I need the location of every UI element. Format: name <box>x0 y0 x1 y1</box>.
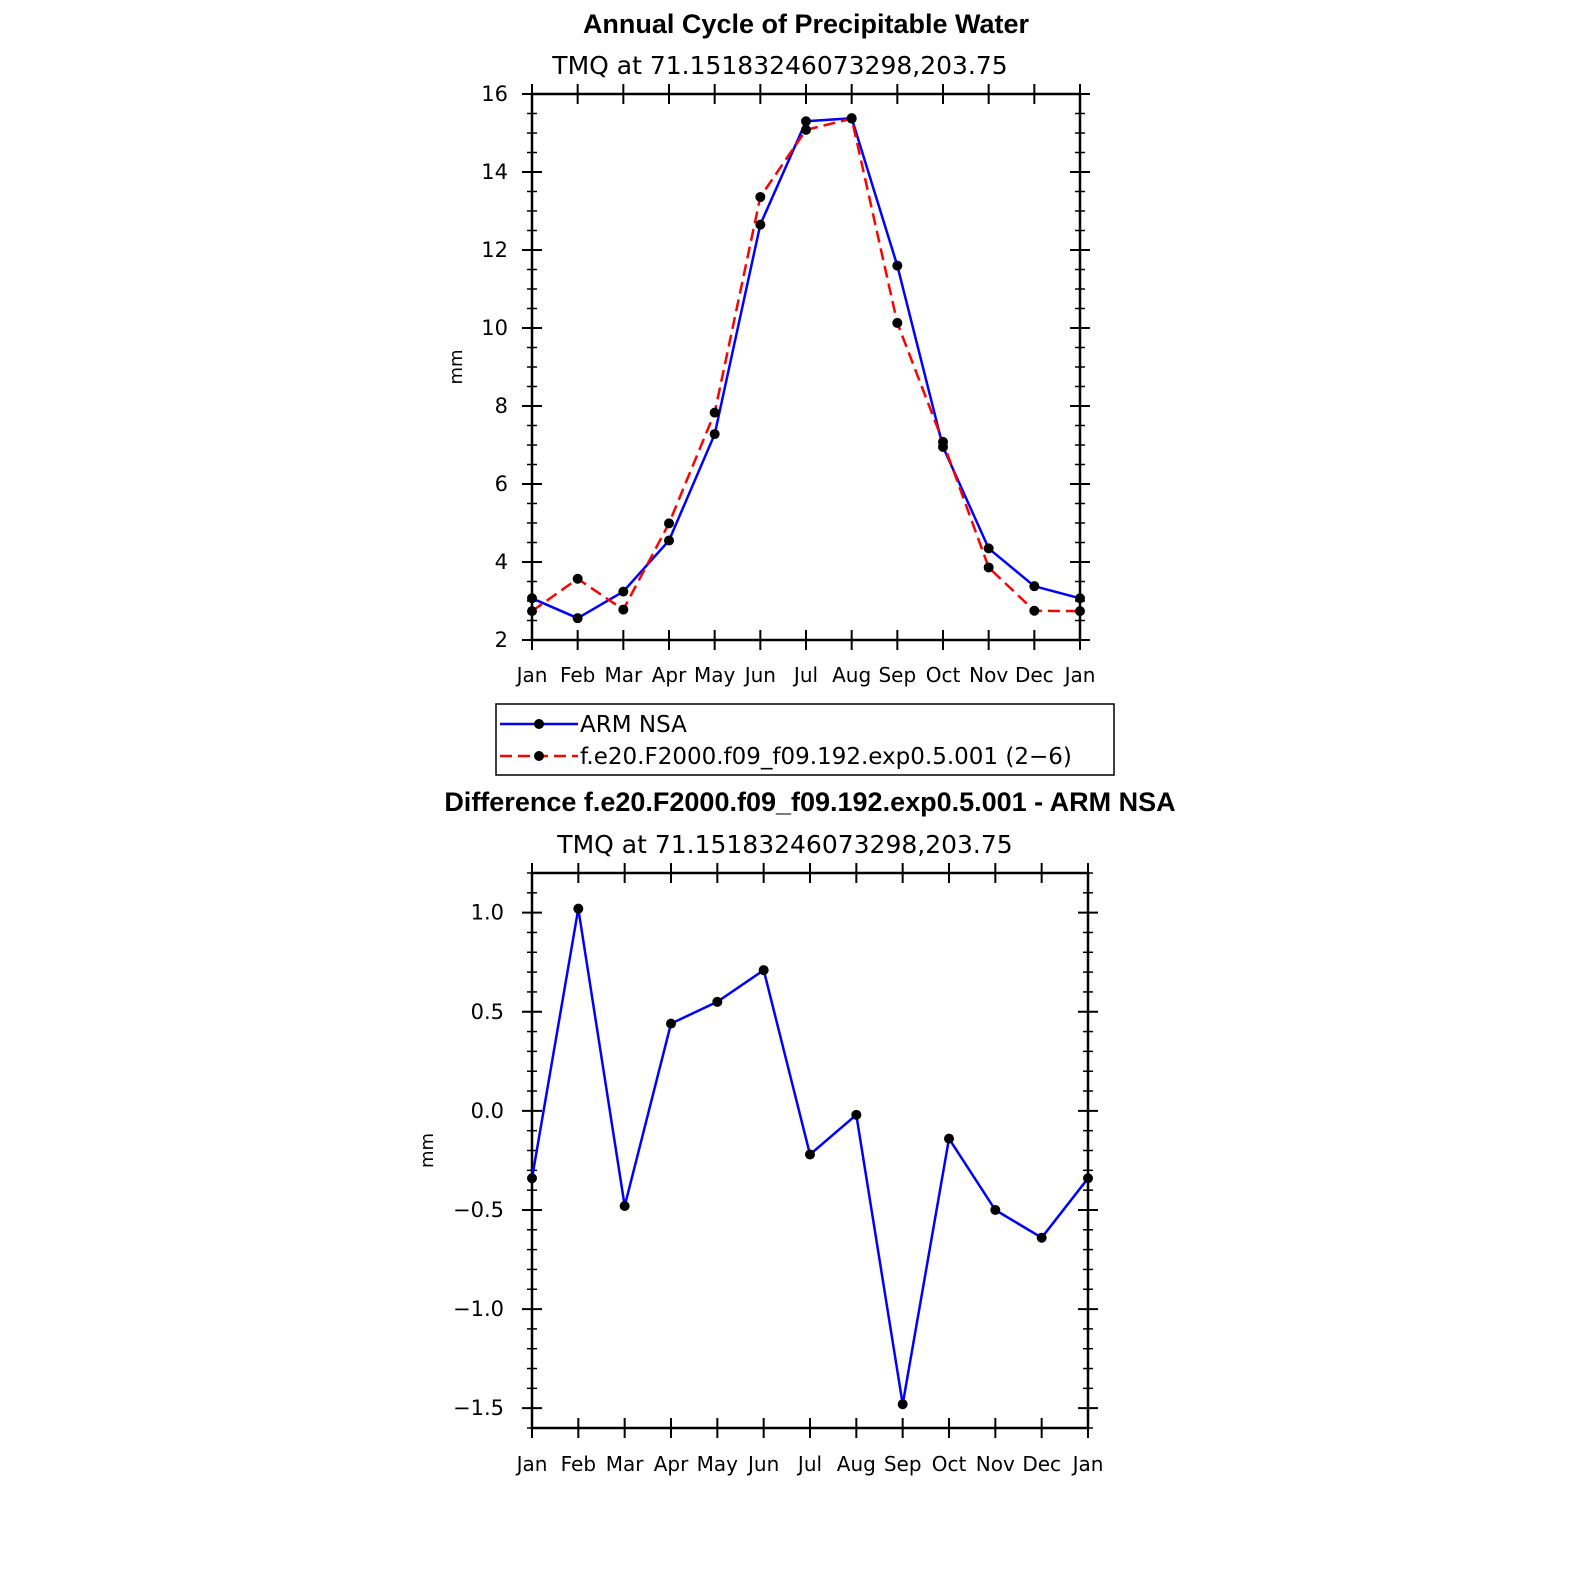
series-1-point <box>573 903 584 914</box>
series-1-point <box>712 996 723 1007</box>
x-tick-label-nov: Nov <box>969 663 1008 687</box>
x-tick-label-aug: Aug <box>832 663 871 687</box>
y-tick-label: 12 <box>481 238 508 262</box>
x-tick-label-apr: Apr <box>654 1452 689 1476</box>
series-1-point <box>990 1204 1001 1215</box>
x-tick-label-mar: Mar <box>604 663 643 687</box>
x-tick-label-feb: Feb <box>561 1452 596 1476</box>
y-tick-label: −0.5 <box>453 1198 504 1222</box>
chart-subtitle: TMQ at 71.15183246073298,203.75 <box>556 830 1012 859</box>
series-2-point <box>755 191 766 202</box>
series-1-point <box>892 260 903 271</box>
x-tick-label-mar: Mar <box>606 1452 645 1476</box>
x-tick-label-may: May <box>694 663 736 687</box>
series-1-point <box>801 116 811 127</box>
series-2-point <box>892 317 903 328</box>
y-tick-label: 6 <box>495 472 508 496</box>
y-tick-label: −1.0 <box>453 1297 504 1321</box>
series-1-point <box>709 429 720 440</box>
x-tick-label-apr: Apr <box>652 663 687 687</box>
y-axis-title: mm <box>446 349 467 384</box>
series-1-point <box>1083 1173 1093 1184</box>
series-2-point <box>527 606 537 617</box>
chart-title: Difference f.e20.F2000.f09_f09.192.exp0.… <box>444 787 1175 817</box>
legend-box <box>495 703 1115 776</box>
x-tick-label-sep: Sep <box>878 663 916 687</box>
series-1-point <box>619 1201 630 1211</box>
x-tick-label-dec: Dec <box>1015 663 1054 687</box>
y-tick-label: 4 <box>495 550 508 574</box>
x-tick-label-oct: Oct <box>932 1452 967 1476</box>
x-tick-label-aug: Aug <box>837 1452 876 1476</box>
x-tick-label-feb: Feb <box>560 663 595 687</box>
series-1-point <box>944 1133 954 1144</box>
x-tick-label-sep: Sep <box>884 1452 922 1476</box>
series-1-point <box>897 1399 908 1410</box>
x-tick-label-jan: Jan <box>1063 663 1096 687</box>
x-tick-label-jun: Jun <box>743 663 776 687</box>
y-tick-label: 10 <box>481 316 508 340</box>
chart-panel-1: Annual Cycle of Precipitable Water TMQ at… <box>446 9 1115 776</box>
y-tick-label: 0.5 <box>471 1000 504 1024</box>
series-2-point <box>709 407 720 418</box>
series-1-point <box>851 1109 862 1120</box>
series-1-point <box>805 1149 815 1160</box>
y-tick-label: 2 <box>495 628 508 652</box>
series-1-point <box>755 219 766 230</box>
series-2-point <box>572 573 583 584</box>
x-tick-label-jun: Jun <box>746 1452 779 1476</box>
legend-marker-2 <box>534 751 544 761</box>
legend-marker-1 <box>534 719 544 729</box>
y-tick-label: 16 <box>481 82 508 106</box>
x-tick-label-jan: Jan <box>515 1452 548 1476</box>
y-axis-title: mm <box>417 1133 438 1168</box>
series-2-point <box>664 518 674 529</box>
legend-entry-2: f.e20.F2000.f09_f09.192.exp0.5.001 (2−6) <box>580 744 1072 770</box>
series-1-point <box>572 613 583 624</box>
series-2-point <box>1075 606 1085 617</box>
series-2-point <box>1029 605 1040 616</box>
y-tick-label: 0.0 <box>471 1099 504 1123</box>
series-1-point <box>664 535 674 546</box>
x-tick-label-jan: Jan <box>1071 1452 1104 1476</box>
series-1-point <box>618 586 629 597</box>
series-1-point <box>527 593 537 604</box>
y-tick-label: 8 <box>495 394 508 418</box>
x-tick-label-nov: Nov <box>976 1452 1015 1476</box>
y-tick-label: −1.5 <box>453 1396 504 1420</box>
series-line-2 <box>531 117 1081 613</box>
series-1-point <box>983 543 994 554</box>
x-tick-label-jan: Jan <box>515 663 548 687</box>
chart-panel-2: Difference f.e20.F2000.f09_f09.192.exp0.… <box>417 787 1176 1476</box>
series-2-point <box>846 113 857 124</box>
plot-frame <box>530 92 1082 642</box>
series-1-point <box>666 1018 676 1029</box>
y-tick-label: 14 <box>481 160 508 184</box>
x-tick-label-may: May <box>697 1452 739 1476</box>
x-tick-label-oct: Oct <box>926 663 961 687</box>
chart-subtitle: TMQ at 71.15183246073298,203.75 <box>551 51 1007 80</box>
series-line-1 <box>531 116 1081 620</box>
chart-title: Annual Cycle of Precipitable Water <box>583 9 1030 39</box>
series-2-point <box>983 562 994 573</box>
legend: ARM NSA f.e20.F2000.f09_f09.192.exp0.5.00… <box>495 703 1115 776</box>
y-tick-label: 1.0 <box>471 901 504 925</box>
series-1-point <box>1029 581 1040 592</box>
series-2-point <box>618 604 629 615</box>
series-1-point <box>527 1173 537 1184</box>
series-2-point <box>938 436 948 447</box>
legend-entry-1: ARM NSA <box>580 712 687 738</box>
series-2-point <box>801 124 811 135</box>
series-1-point <box>758 965 769 976</box>
x-tick-label-dec: Dec <box>1022 1452 1061 1476</box>
x-tick-label-jul: Jul <box>796 1452 822 1476</box>
series-1-point <box>1036 1232 1047 1243</box>
series-1-point <box>1075 593 1085 604</box>
x-tick-label-jul: Jul <box>792 663 818 687</box>
